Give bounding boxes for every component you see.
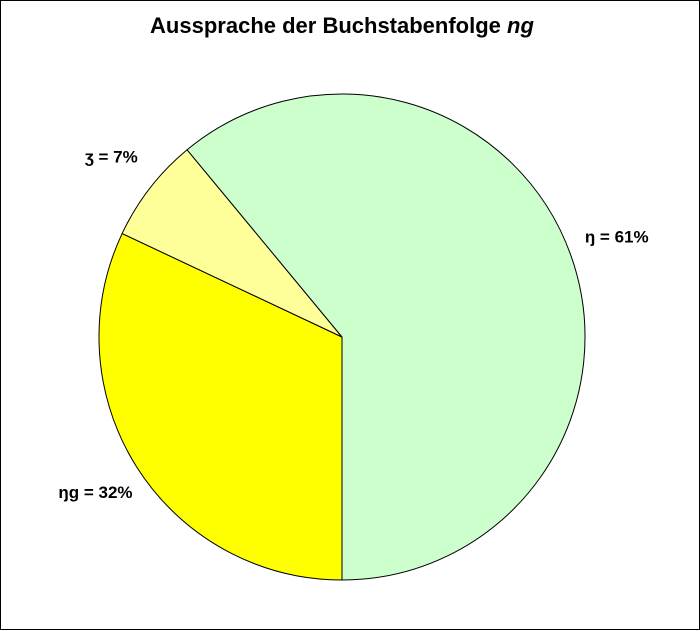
chart-title: Aussprache der Buchstabenfolge ng <box>150 13 534 38</box>
data-label: ŋg = 32% <box>58 483 132 502</box>
data-label: ʒ = 7% <box>85 148 138 167</box>
data-label: ŋ = 61% <box>585 228 649 247</box>
pie-slice <box>186 93 586 581</box>
title-text: Aussprache der Buchstabenfolge <box>150 13 501 38</box>
pie-slice <box>98 232 343 581</box>
pie-slice <box>121 149 343 338</box>
title-italic: ng <box>507 13 534 38</box>
